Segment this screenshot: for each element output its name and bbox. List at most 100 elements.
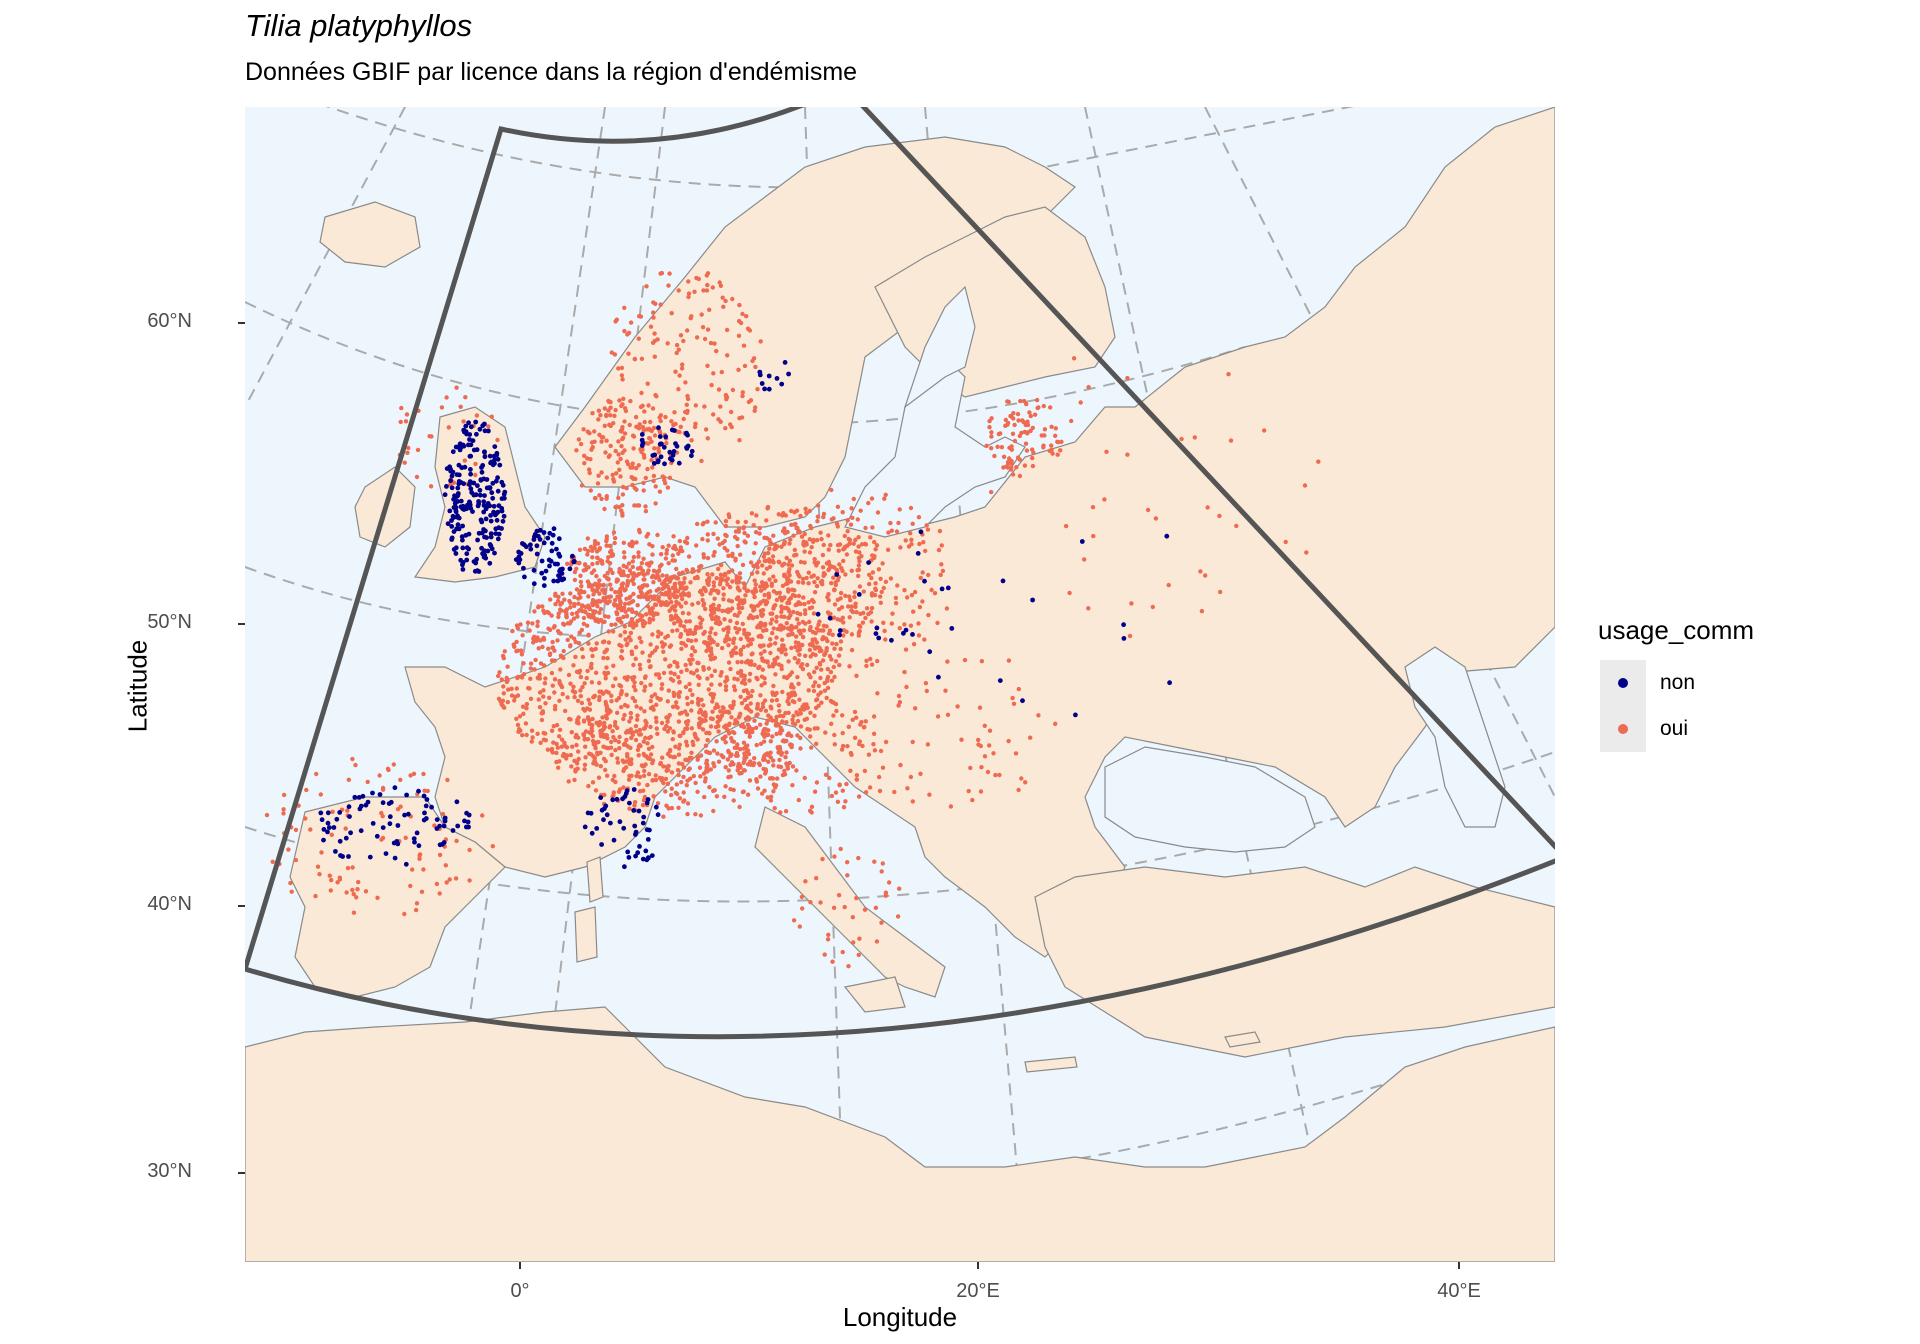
occurrence-point-oui	[752, 761, 757, 766]
occurrence-point-oui	[604, 689, 609, 694]
occurrence-point-oui	[652, 692, 658, 697]
occurrence-point-oui	[770, 734, 775, 739]
occurrence-point-oui	[786, 731, 791, 736]
occurrence-point-oui	[595, 541, 601, 546]
occurrence-point-oui	[588, 457, 593, 462]
occurrence-point-oui	[734, 596, 740, 602]
occurrence-point-oui	[818, 690, 823, 695]
occurrence-point-oui	[685, 801, 691, 806]
occurrence-point-oui	[506, 687, 511, 692]
occurrence-point-oui	[814, 665, 819, 670]
occurrence-point-oui	[549, 746, 555, 752]
occurrence-point-non	[337, 810, 343, 815]
occurrence-point-oui	[647, 436, 653, 441]
occurrence-point-non	[663, 434, 669, 440]
occurrence-point-non	[640, 440, 646, 446]
occurrence-point-oui	[655, 611, 660, 617]
occurrence-point-oui	[587, 730, 592, 735]
occurrence-point-oui	[560, 691, 565, 697]
occurrence-point-oui	[582, 681, 587, 686]
occurrence-point-oui	[723, 532, 728, 538]
occurrence-point-oui	[782, 573, 788, 578]
occurrence-point-non	[639, 432, 645, 437]
occurrence-point-oui	[917, 541, 922, 547]
occurrence-point-oui	[809, 804, 815, 809]
occurrence-point-oui	[1005, 399, 1010, 404]
occurrence-point-oui	[558, 607, 563, 612]
occurrence-point-oui	[609, 350, 614, 355]
occurrence-point-oui	[945, 712, 951, 717]
occurrence-point-non	[614, 796, 620, 802]
occurrence-point-oui	[612, 413, 617, 418]
occurrence-point-oui	[883, 893, 888, 898]
occurrence-point-oui	[443, 863, 448, 868]
occurrence-point-oui	[629, 617, 634, 622]
occurrence-point-oui	[454, 838, 459, 844]
occurrence-point-oui	[385, 766, 391, 771]
occurrence-point-non	[377, 792, 383, 797]
occurrence-point-oui	[726, 710, 732, 715]
occurrence-point-non	[874, 625, 880, 631]
occurrence-point-oui	[718, 673, 723, 678]
occurrence-point-non	[465, 819, 471, 825]
occurrence-point-oui	[1030, 425, 1035, 431]
occurrence-point-oui	[813, 652, 818, 658]
occurrence-point-oui	[1021, 398, 1027, 404]
occurrence-point-oui	[736, 333, 742, 338]
occurrence-point-non	[652, 452, 658, 458]
occurrence-point-oui	[686, 638, 691, 643]
occurrence-point-oui	[1071, 356, 1077, 361]
occurrence-point-oui	[553, 593, 558, 598]
occurrence-point-oui	[829, 581, 834, 586]
occurrence-point-oui	[854, 895, 859, 901]
occurrence-point-oui	[700, 592, 705, 597]
occurrence-point-oui	[603, 767, 608, 773]
occurrence-point-non	[478, 477, 484, 482]
occurrence-point-oui	[1005, 420, 1011, 426]
occurrence-point-oui	[601, 723, 607, 729]
occurrence-point-oui	[398, 804, 403, 809]
occurrence-point-non	[484, 477, 490, 482]
occurrence-point-oui	[800, 576, 806, 582]
occurrence-point-oui	[732, 636, 737, 641]
occurrence-point-oui	[422, 788, 427, 793]
legend-dot-non	[1618, 678, 1628, 688]
occurrence-point-non	[585, 810, 591, 816]
occurrence-point-oui	[582, 708, 587, 713]
occurrence-point-oui	[573, 767, 578, 772]
occurrence-point-oui	[910, 739, 915, 745]
occurrence-point-oui	[572, 694, 577, 700]
occurrence-point-non	[501, 513, 507, 519]
occurrence-point-oui	[672, 558, 677, 563]
occurrence-point-oui	[1090, 505, 1096, 510]
occurrence-point-oui	[687, 619, 692, 624]
occurrence-point-oui	[790, 717, 795, 722]
occurrence-point-non	[488, 534, 494, 540]
occurrence-point-oui	[563, 708, 568, 714]
occurrence-point-oui	[1011, 411, 1016, 416]
occurrence-point-oui	[866, 611, 871, 617]
occurrence-point-oui	[650, 340, 656, 345]
occurrence-point-oui	[813, 646, 818, 651]
occurrence-point-oui	[762, 727, 767, 732]
occurrence-point-non	[621, 825, 627, 831]
occurrence-point-oui	[427, 434, 432, 439]
occurrence-point-oui	[740, 789, 746, 795]
occurrence-point-oui	[815, 514, 821, 519]
occurrence-point-non	[1121, 622, 1126, 628]
occurrence-point-oui	[702, 640, 707, 645]
occurrence-point-oui	[795, 601, 800, 607]
occurrence-point-oui	[480, 813, 485, 818]
occurrence-point-oui	[762, 680, 767, 686]
occurrence-point-oui	[616, 695, 622, 701]
occurrence-point-oui	[641, 556, 646, 561]
occurrence-point-oui	[602, 506, 607, 512]
occurrence-point-oui	[604, 713, 609, 718]
occurrence-point-oui	[757, 664, 762, 669]
occurrence-point-oui	[710, 699, 715, 704]
occurrence-point-oui	[590, 780, 596, 785]
occurrence-point-oui	[666, 561, 671, 566]
occurrence-point-oui	[649, 439, 654, 444]
occurrence-point-oui	[783, 710, 788, 716]
occurrence-point-oui	[966, 788, 971, 794]
